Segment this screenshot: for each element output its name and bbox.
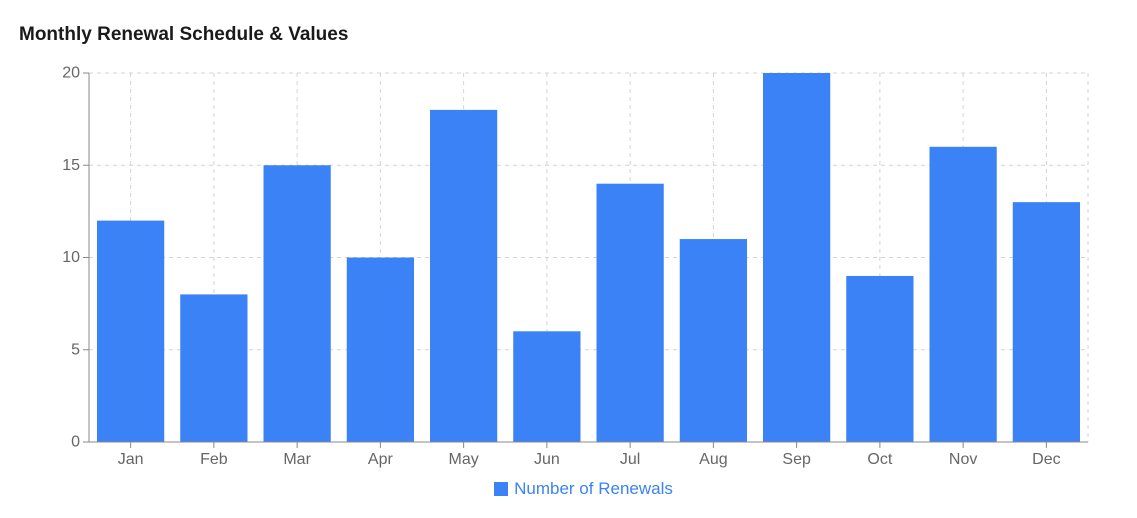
bars bbox=[97, 73, 1080, 443]
bar-nov[interactable] bbox=[929, 146, 997, 443]
x-tick-label: Dec bbox=[1032, 451, 1060, 468]
bar-jan[interactable] bbox=[97, 220, 165, 442]
y-tick-label: 20 bbox=[62, 65, 80, 82]
y-tick-labels: 0 5 10 15 20 bbox=[62, 65, 80, 451]
x-tick-label: Jan bbox=[118, 451, 144, 468]
x-tick-label: May bbox=[449, 451, 479, 468]
bar-sep[interactable] bbox=[763, 73, 831, 442]
bar-chart: 0 5 10 15 20 Jan Feb Mar Apr May Jun Jul Aug Sep Oct N… bbox=[62, 65, 1089, 468]
x-tick-label: Mar bbox=[283, 451, 311, 468]
bar-jun[interactable] bbox=[513, 331, 581, 442]
chart-title: Monthly Renewal Schedule & Values bbox=[19, 24, 349, 45]
legend[interactable]: Number of Renewals bbox=[0, 479, 1137, 499]
y-tick-label: 5 bbox=[71, 341, 80, 358]
x-tick-label: Apr bbox=[368, 451, 394, 468]
x-tick-label: Sep bbox=[782, 451, 811, 468]
x-tick-label: Jul bbox=[620, 451, 640, 468]
bar-apr[interactable] bbox=[346, 257, 414, 443]
y-tick-label: 15 bbox=[62, 157, 80, 174]
y-tick-label: 0 bbox=[71, 434, 80, 451]
y-tick-label: 10 bbox=[62, 249, 80, 266]
bar-oct[interactable] bbox=[846, 275, 914, 442]
x-tick-labels: Jan Feb Mar Apr May Jun Jul Aug Sep Oct Nov Dec bbox=[118, 451, 1061, 468]
bar-mar[interactable] bbox=[263, 165, 331, 442]
x-tick-label: Aug bbox=[699, 451, 727, 468]
bar-jul[interactable] bbox=[596, 183, 664, 442]
x-tick-label: Feb bbox=[200, 451, 228, 468]
bar-feb[interactable] bbox=[180, 294, 248, 442]
axes bbox=[83, 72, 1088, 448]
x-tick-label: Oct bbox=[867, 451, 892, 468]
bar-may[interactable] bbox=[430, 109, 498, 443]
x-tick-label: Nov bbox=[949, 451, 977, 468]
legend-label: Number of Renewals bbox=[514, 479, 673, 498]
x-tick-label: Jun bbox=[534, 451, 560, 468]
bar-aug[interactable] bbox=[679, 239, 747, 442]
bar-dec[interactable] bbox=[1012, 202, 1080, 442]
legend-swatch bbox=[494, 482, 509, 496]
